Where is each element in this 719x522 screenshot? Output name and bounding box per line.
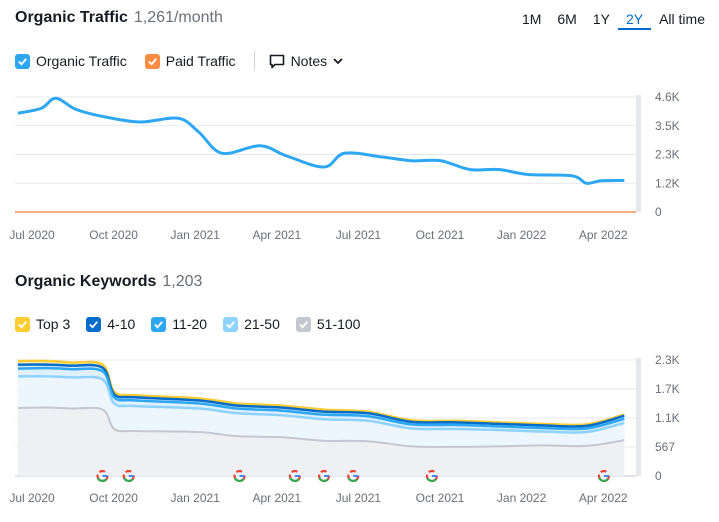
checkbox-icon[interactable] [86, 316, 102, 332]
x-tick-label: Jul 2020 [9, 228, 55, 242]
checkbox-icon[interactable] [144, 53, 160, 69]
legend-label: 51-100 [316, 316, 361, 332]
period-all-time[interactable]: All time [659, 11, 705, 27]
x-tick-label: Jan 2021 [171, 491, 221, 505]
google-update-icon [233, 469, 246, 483]
series-organic-traffic [17, 96, 625, 185]
x-tick-label: Jan 2022 [497, 491, 547, 505]
organic-traffic-header: Organic Traffic 1,261/month [15, 9, 223, 27]
google-update-icon [96, 469, 109, 483]
google-update-icon [288, 469, 302, 483]
x-tick-label: Oct 2021 [416, 228, 465, 242]
google-update-icon [597, 469, 611, 483]
x-tick-label: Jul 2020 [9, 491, 55, 505]
traffic-legend: Organic Traffic Paid Traffic Notes [15, 51, 351, 71]
y-tick-label: 3.5K [655, 119, 680, 133]
legend-label: 4-10 [107, 316, 136, 332]
y-tick-label: 567 [655, 440, 675, 454]
x-tick-label: Oct 2020 [89, 491, 138, 505]
legend-organic-traffic[interactable]: Organic Traffic [15, 53, 127, 69]
y-tick-label: 4.6K [655, 90, 680, 104]
period-6m[interactable]: 6M [557, 11, 577, 27]
organic-traffic-title: Organic Traffic [15, 9, 128, 26]
notes-button[interactable]: Notes [269, 53, 352, 69]
series-4-10 [17, 363, 625, 428]
x-tick-label: Apr 2021 [252, 228, 301, 242]
organic-traffic-chart: 4.6K 3.5K 2.3K 1.2K 0 Jul 2020 Oct 2020 Jan 202… [9, 90, 680, 242]
checkbox-icon[interactable] [295, 316, 311, 332]
chart-scrollbar [636, 95, 641, 212]
y-tick-label: 0 [655, 469, 662, 483]
y-tick-label: 1.7K [655, 382, 680, 396]
organic-keywords-title: Organic Keywords [15, 273, 157, 290]
note-icon [269, 54, 284, 68]
legend-label: Organic Traffic [36, 53, 127, 69]
series-21-50 [17, 375, 625, 434]
x-tick-label: Jul 2021 [336, 491, 382, 505]
legend-4-10[interactable]: 4-10 [86, 316, 135, 332]
legend-51-100[interactable]: 51-100 [295, 316, 361, 332]
google-update-icon [425, 469, 439, 483]
notes-label: Notes [290, 53, 328, 69]
period-selector: 1M 6M 1Y 2Y All time [514, 10, 713, 30]
period-2y[interactable]: 2Y [617, 10, 652, 30]
period-1m[interactable]: 1M [521, 11, 542, 27]
y-tick-label: 1.1K [655, 411, 680, 425]
legend-11-20[interactable]: 11-20 [151, 316, 207, 332]
google-update-icon [347, 469, 360, 483]
period-1y[interactable]: 1Y [592, 11, 610, 27]
legend-label: Top 3 [36, 316, 71, 332]
y-tick-label: 2.3K [655, 353, 680, 367]
x-tick-label: Jul 2021 [336, 228, 382, 242]
checkbox-icon[interactable] [15, 316, 30, 332]
area-51-100 [18, 407, 625, 476]
checkbox-icon[interactable] [151, 316, 167, 332]
x-tick-label: Oct 2021 [416, 491, 465, 505]
google-update-icon [317, 469, 331, 483]
google-update-icon [122, 469, 135, 483]
legend-label: Paid Traffic [165, 53, 236, 69]
chevron-down-icon [333, 58, 343, 65]
x-tick-label: Oct 2020 [89, 228, 138, 242]
series-11-20 [17, 366, 625, 431]
checkbox-icon[interactable] [15, 53, 30, 69]
x-tick-label: Apr 2022 [579, 491, 628, 505]
legend-21-50[interactable]: 21-50 [223, 316, 280, 332]
y-tick-label: 2.3K [655, 148, 680, 162]
x-tick-label: Apr 2022 [579, 228, 628, 242]
x-tick-label: Jan 2021 [171, 228, 221, 242]
checkbox-icon[interactable] [223, 316, 239, 332]
y-tick-label: 1.2K [655, 176, 680, 190]
legend-label: 11-20 [172, 316, 208, 332]
legend-divider [253, 51, 255, 71]
legend-label: 21-50 [244, 316, 280, 332]
x-tick-label: Apr 2021 [252, 491, 301, 505]
y-tick-label: 0 [655, 205, 662, 219]
legend-paid-traffic[interactable]: Paid Traffic [144, 53, 236, 69]
series-51-100 [17, 406, 625, 448]
keywords-legend: Top 3 4-10 11-20 21-50 51-100 [15, 316, 376, 332]
chart-scrollbar [636, 358, 641, 476]
x-tick-label: Jan 2022 [497, 228, 547, 242]
organic-keywords-header: Organic Keywords 1,203 [15, 273, 202, 291]
organic-traffic-value: 1,261/month [133, 9, 223, 26]
series-top-3 [17, 359, 625, 427]
organic-keywords-value: 1,203 [162, 273, 203, 290]
organic-keywords-chart: 2.3K 1.7K 1.1K 567 0 Jul 2020 Oct 2020 Jan 2021… [9, 353, 680, 505]
legend-top-3[interactable]: Top 3 [15, 316, 70, 332]
